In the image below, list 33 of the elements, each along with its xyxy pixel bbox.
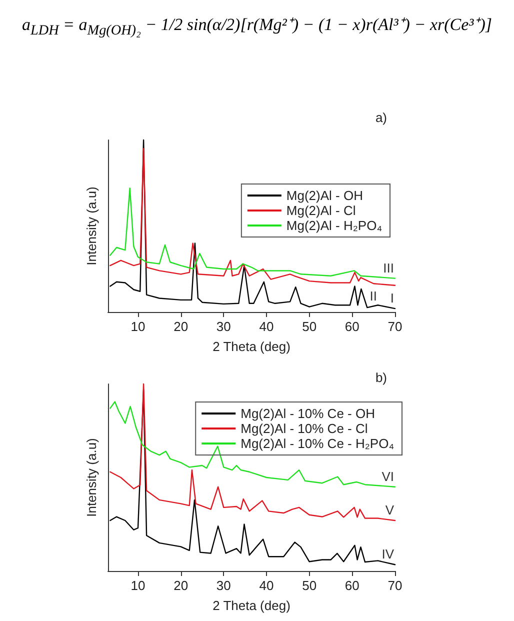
x-tick-label: 10 [130, 319, 146, 334]
y-axis-title: Intensity (a.u) [84, 438, 99, 517]
annotation: I [390, 290, 394, 306]
x-tick-label: 60 [344, 578, 360, 593]
chart-title: b) [375, 370, 388, 385]
annotation: V [385, 502, 394, 518]
legend-label: Mg(2)Al - Cl [286, 203, 356, 218]
legend-label: Mg(2)Al - H₂PO₄ [286, 218, 382, 233]
legend-label: Mg(2)Al - 10% Ce - Cl [240, 421, 368, 436]
x-tick-label: 30 [216, 319, 231, 334]
x-tick-label: 40 [259, 578, 274, 593]
legend-label: Mg(2)Al - 10% Ce - H₂PO₄ [240, 436, 394, 451]
x-tick-label: 20 [174, 578, 188, 593]
x-tick-label: 50 [302, 319, 317, 334]
x-tick-label: 10 [130, 578, 146, 593]
x-tick-label: 60 [344, 319, 360, 334]
x-tick-label: 40 [259, 319, 274, 334]
annotation: II [370, 288, 377, 304]
text: a$_{LDH}$ = a$_{Mg(OH)₂}$ − 1/2 sin(α/2)[r(Mg²⁺) − (1 − x)r(Al³⁺) − xr(Ce³⁺)] [20, 14, 494, 40]
x-tick-label: 70 [388, 319, 402, 334]
annotation: III [383, 260, 394, 276]
annotation: IV [382, 546, 394, 562]
legend-label: Mg(2)Al - 10% Ce - OH [240, 406, 375, 421]
x-tick-label: 70 [388, 578, 402, 593]
x-axis-title: 2 Theta (deg) [212, 339, 290, 354]
x-axis-title: 2 Theta (deg) [212, 598, 290, 613]
y-axis-title: Intensity (a.u) [84, 186, 99, 266]
x-tick-label: 20 [174, 319, 188, 334]
annotation: VI [382, 468, 394, 484]
chart-title: a) [375, 110, 388, 125]
x-tick-label: 30 [216, 578, 231, 593]
x-tick-label: 50 [302, 578, 317, 593]
legend-label: Mg(2)Al - OH [286, 188, 363, 203]
